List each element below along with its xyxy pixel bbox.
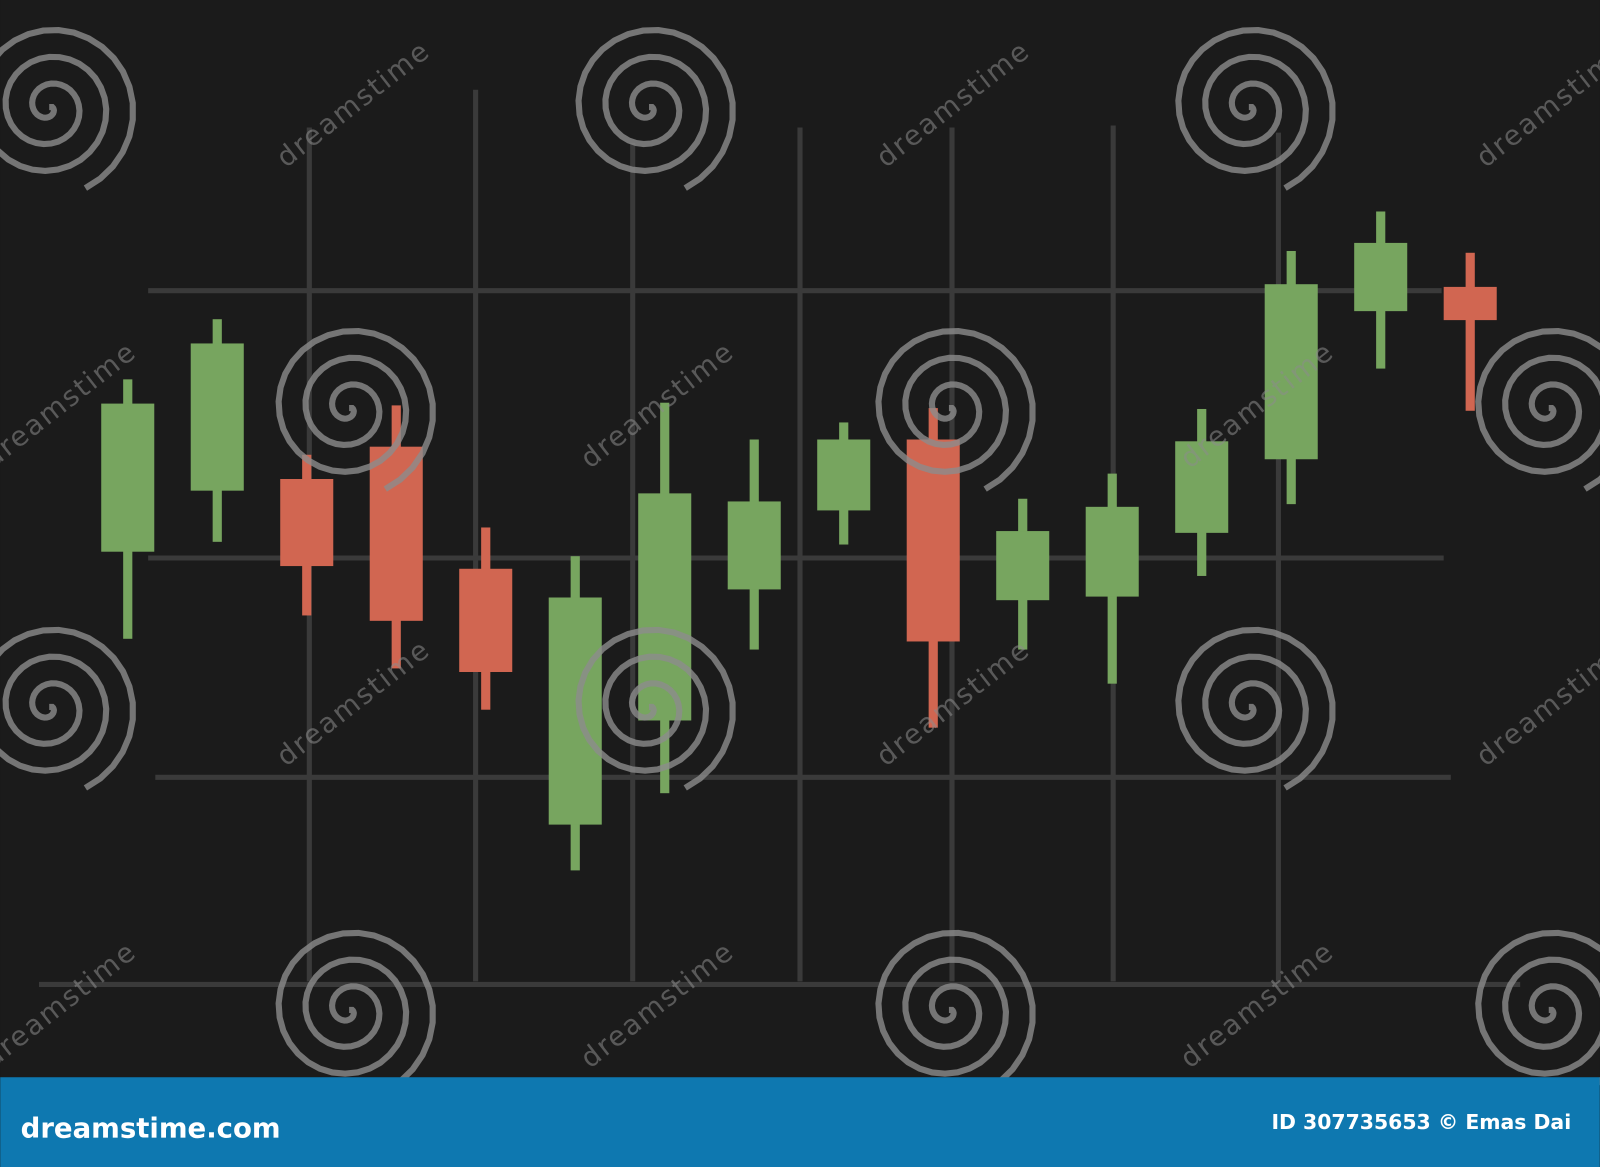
- footer-site: dreamstime.com: [21, 1112, 281, 1144]
- watermark-spiral: [1475, 929, 1600, 1094]
- candle-body: [996, 531, 1050, 601]
- candle-body: [727, 501, 781, 590]
- candle-body: [1264, 284, 1318, 460]
- candle-body: [1354, 242, 1408, 312]
- footer-credit: ID 307735653 © Emas Dai: [1271, 1110, 1571, 1134]
- candle-body: [459, 568, 513, 673]
- footer-bar: [0, 1077, 1600, 1167]
- watermark-spiral: [575, 27, 736, 191]
- candle-body: [1175, 441, 1229, 533]
- wick: [1465, 252, 1475, 411]
- candle-body: [190, 343, 244, 491]
- watermark-spiral: [0, 27, 136, 191]
- watermark-spiral: [875, 929, 1036, 1094]
- candle-body: [1085, 506, 1139, 597]
- candle-body: [369, 446, 423, 621]
- candles: [101, 211, 1497, 871]
- candle-body: [817, 439, 871, 511]
- watermark-spiral: [275, 327, 436, 492]
- candle-body: [280, 479, 334, 567]
- watermark-spiral: [875, 327, 1036, 492]
- candle-body: [101, 403, 155, 552]
- watermark-spiral: [0, 626, 136, 791]
- watermark-spiral: [575, 626, 736, 791]
- watermark-spiral: [275, 929, 436, 1094]
- watermark-spiral: [1175, 626, 1336, 791]
- watermark-spiral: [1475, 327, 1600, 492]
- candle-body: [548, 597, 602, 825]
- watermark-spiral: [1175, 27, 1336, 191]
- candle-body: [1443, 286, 1497, 321]
